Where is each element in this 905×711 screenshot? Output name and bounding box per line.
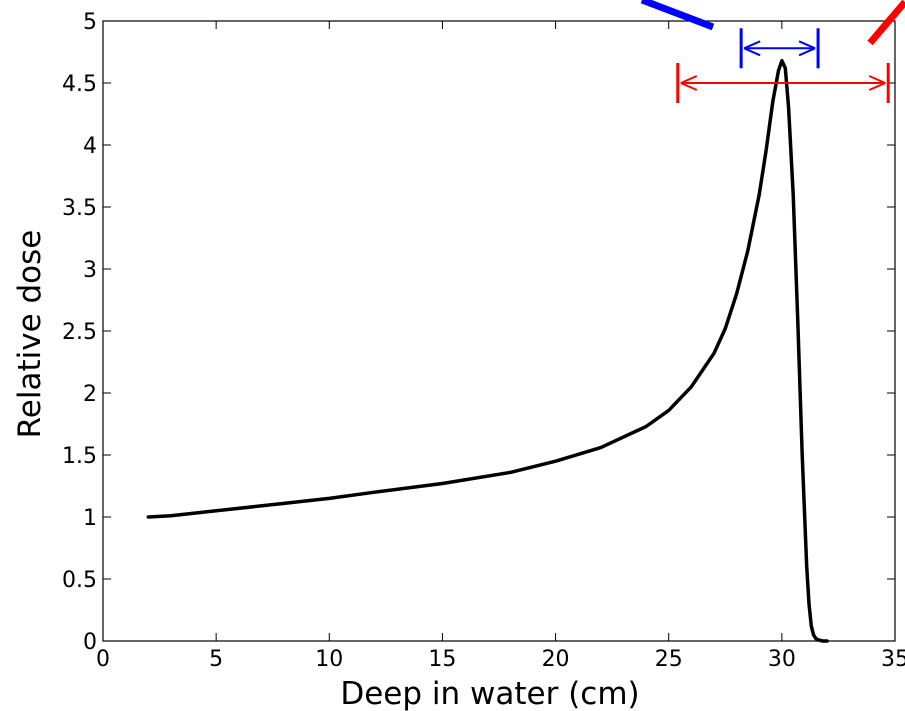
y-tick-label: 3 bbox=[83, 258, 97, 283]
axis-ticks bbox=[102, 20, 896, 642]
y-tick-label: 1.5 bbox=[62, 444, 97, 469]
x-tick-label: 20 bbox=[542, 647, 570, 672]
red-arrowhead-right bbox=[868, 75, 886, 91]
x-axis-label: Deep in water (cm) bbox=[340, 676, 639, 711]
depth-dose-curve bbox=[146, 58, 829, 643]
x-tick-label: 5 bbox=[209, 647, 223, 672]
y-tick-label: 2 bbox=[83, 382, 97, 407]
y-tick-label: 0.5 bbox=[62, 568, 97, 593]
red-diagonal-stroke bbox=[867, 0, 905, 46]
x-tick-label: 35 bbox=[881, 647, 905, 672]
plot-area-border bbox=[102, 20, 896, 642]
x-tick-label: 0 bbox=[96, 647, 110, 672]
x-tick-label: 15 bbox=[428, 647, 456, 672]
x-tick-label: 30 bbox=[768, 647, 796, 672]
y-tick-label: 5 bbox=[83, 10, 97, 35]
blue-arrowhead-left bbox=[743, 40, 761, 57]
x-tick-label: 25 bbox=[655, 647, 683, 672]
tick-labels: 0 5 10 15 20 25 30 35 0 0.5 1 1.5 2 2.5 3 3.5 4 4.5 5 bbox=[62, 10, 905, 672]
decorative-strokes bbox=[640, 0, 905, 46]
y-tick-label: 2.5 bbox=[62, 320, 97, 345]
blue-arrowhead-right bbox=[798, 40, 816, 57]
x-tick-label: 10 bbox=[315, 647, 343, 672]
y-tick-label: 1 bbox=[83, 506, 97, 531]
series-group bbox=[146, 58, 829, 643]
y-axis-label: Relative dose bbox=[12, 230, 48, 439]
plot-frame bbox=[102, 20, 896, 642]
annotations bbox=[676, 28, 890, 103]
blue-diagonal-stroke bbox=[640, 0, 715, 31]
y-tick-label: 4.5 bbox=[62, 72, 97, 97]
y-tick-label: 4 bbox=[83, 134, 97, 159]
y-tick-label: 0 bbox=[83, 630, 97, 655]
red-arrowhead-left bbox=[680, 75, 698, 91]
y-tick-label: 3.5 bbox=[62, 196, 97, 221]
